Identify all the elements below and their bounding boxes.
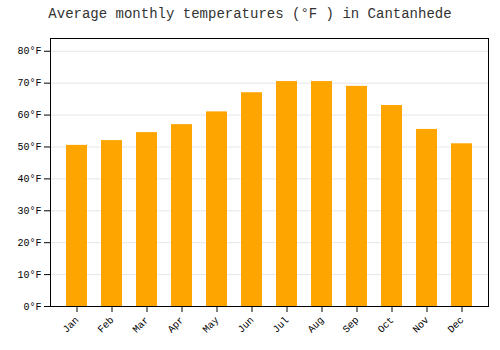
svg-text:60°F: 60°F <box>17 110 41 121</box>
svg-text:Sep: Sep <box>341 315 362 336</box>
svg-text:0°F: 0°F <box>23 302 41 313</box>
svg-text:Apr: Apr <box>166 315 187 336</box>
svg-text:Feb: Feb <box>96 315 117 336</box>
svg-text:Nov: Nov <box>411 315 432 336</box>
html-text:Average monthly temperatures (: Average monthly temperatures (°F ) in Ca… <box>48 6 452 22</box>
svg-text:May: May <box>201 315 222 336</box>
svg-text:Mar: Mar <box>131 315 152 336</box>
svg-text:Jul: Jul <box>271 315 292 336</box>
svg-text:Oct: Oct <box>376 315 397 336</box>
svg-text:30°F: 30°F <box>17 206 41 217</box>
svg-text:Dec: Dec <box>446 315 467 336</box>
svg-text:80°F: 80°F <box>17 46 41 57</box>
svg-text:40°F: 40°F <box>17 174 41 185</box>
svg-text:Jun: Jun <box>236 315 257 336</box>
svg-text:Aug: Aug <box>306 315 327 336</box>
svg-text:20°F: 20°F <box>17 238 41 249</box>
svg-text:50°F: 50°F <box>17 142 41 153</box>
svg-text:Jan: Jan <box>61 315 82 336</box>
svg-text:70°F: 70°F <box>17 78 41 89</box>
svg-text:10°F: 10°F <box>17 270 41 281</box>
